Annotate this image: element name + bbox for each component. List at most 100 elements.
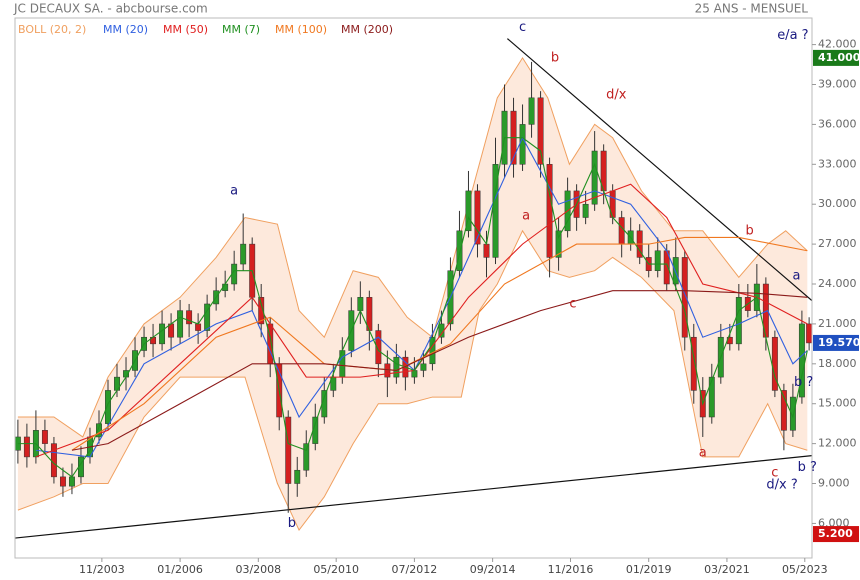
- y-tick-label: 18.000: [818, 357, 857, 370]
- candle-body: [474, 190, 481, 245]
- legend-label: MM (50): [163, 23, 208, 36]
- candle-body: [204, 303, 211, 331]
- x-tick-label: 03/2008: [235, 563, 281, 576]
- candle-body: [384, 363, 391, 378]
- candle-body: [411, 370, 418, 378]
- candle-body: [375, 330, 382, 365]
- candle-body: [420, 363, 427, 371]
- bollinger-upper: [17, 56, 808, 438]
- legend-label: BOLL (20, 2): [18, 23, 86, 36]
- candle-body: [69, 476, 75, 487]
- moving-average: [71, 236, 808, 451]
- candle-body: [672, 257, 679, 285]
- candle-body: [690, 336, 697, 391]
- wave-label: b ?: [794, 375, 813, 390]
- x-tick-label: 05/2010: [313, 563, 359, 576]
- y-tick-label: 12.000: [818, 437, 857, 450]
- candle-body: [177, 310, 184, 338]
- plot-area: [15, 38, 812, 539]
- candle-body: [806, 323, 812, 344]
- candle-body: [735, 297, 742, 345]
- wave-label: b: [551, 50, 559, 65]
- candle-body: [708, 376, 715, 418]
- wave-label: d/x ?: [766, 477, 797, 492]
- candle-body: [41, 430, 48, 444]
- candle-body: [393, 356, 400, 378]
- legend-label: MM (7): [222, 23, 260, 36]
- candle-body: [546, 164, 553, 258]
- candle-body: [50, 443, 57, 478]
- bollinger-lower: [17, 229, 808, 532]
- candle-body: [519, 124, 526, 165]
- chart-title: JC DECAUX SA. - abcbourse.com: [13, 2, 208, 16]
- candle-body: [285, 416, 292, 484]
- chart-subtitle: 25 ANS - MENSUEL: [695, 2, 809, 16]
- y-tick-label: 36.000: [818, 117, 857, 130]
- candle-body: [240, 243, 247, 265]
- price-tag-label: 5.200: [818, 527, 853, 540]
- candle-body: [483, 243, 490, 258]
- wave-label: e/a ?: [777, 28, 808, 43]
- y-tick-label: 39.000: [818, 78, 857, 91]
- candle-body: [357, 297, 364, 311]
- wave-label: b: [746, 223, 754, 238]
- legend-label: MM (20): [103, 23, 148, 36]
- candle-body: [789, 396, 796, 431]
- wave-label: a: [522, 209, 530, 224]
- wave-label: c: [519, 20, 526, 35]
- x-tick-label: 07/2012: [392, 563, 438, 576]
- candle-body: [456, 230, 463, 271]
- x-tick-label: 01/2019: [626, 563, 672, 576]
- moving-average: [17, 137, 808, 478]
- candle-body: [681, 257, 688, 338]
- trendline: [15, 454, 812, 539]
- candle-body: [528, 97, 535, 125]
- wave-label: a: [699, 445, 707, 460]
- candle-body: [105, 390, 111, 424]
- x-tick-label: 01/2006: [157, 563, 203, 576]
- price-tag: [813, 334, 859, 351]
- y-tick-label: 30.000: [818, 197, 857, 210]
- wave-label: c: [569, 296, 576, 311]
- candle-body: [429, 336, 436, 365]
- price-tag-label: 19.570: [818, 336, 860, 349]
- y-tick-label: 27.000: [818, 237, 857, 250]
- moving-average: [35, 183, 808, 458]
- y-tick-label: 21.000: [818, 317, 857, 330]
- candle-body: [96, 423, 102, 438]
- candle-body: [195, 323, 202, 331]
- candle-body: [591, 150, 598, 205]
- candle-body: [59, 476, 66, 487]
- candle-body: [294, 469, 301, 484]
- candle-body: [654, 250, 661, 271]
- wave-label: a: [793, 269, 801, 284]
- price-tag-label: 41.000: [818, 51, 860, 64]
- candle-body: [492, 164, 499, 258]
- y-tick-label: 24.000: [818, 277, 857, 290]
- y-tick-label: 33.000: [818, 157, 857, 170]
- legend-label: MM (200): [341, 23, 393, 36]
- candle-body: [555, 230, 562, 258]
- wave-label: d/x: [606, 88, 627, 103]
- candle-body: [780, 390, 787, 431]
- wave-label: b ?: [798, 460, 817, 475]
- x-tick-label: 11/2016: [548, 563, 594, 576]
- wave-label: a: [230, 183, 238, 198]
- candle-body: [618, 217, 625, 245]
- candle-body: [159, 323, 166, 345]
- x-tick-label: 09/2014: [470, 563, 516, 576]
- trendline: [507, 38, 812, 302]
- y-tick-label: 42.000: [818, 38, 857, 51]
- price-tag: [813, 49, 859, 66]
- x-tick-label: 05/2023: [782, 563, 828, 576]
- candle-body: [303, 443, 310, 471]
- plot-frame: [14, 17, 813, 559]
- candle-body: [582, 203, 589, 218]
- x-tick-label: 11/2003: [79, 563, 125, 576]
- y-tick-label: 15.000: [818, 397, 857, 410]
- candle-body: [465, 190, 472, 232]
- wave-label: c: [771, 465, 778, 480]
- price-tag: [813, 526, 859, 543]
- wave-label: b: [288, 516, 296, 531]
